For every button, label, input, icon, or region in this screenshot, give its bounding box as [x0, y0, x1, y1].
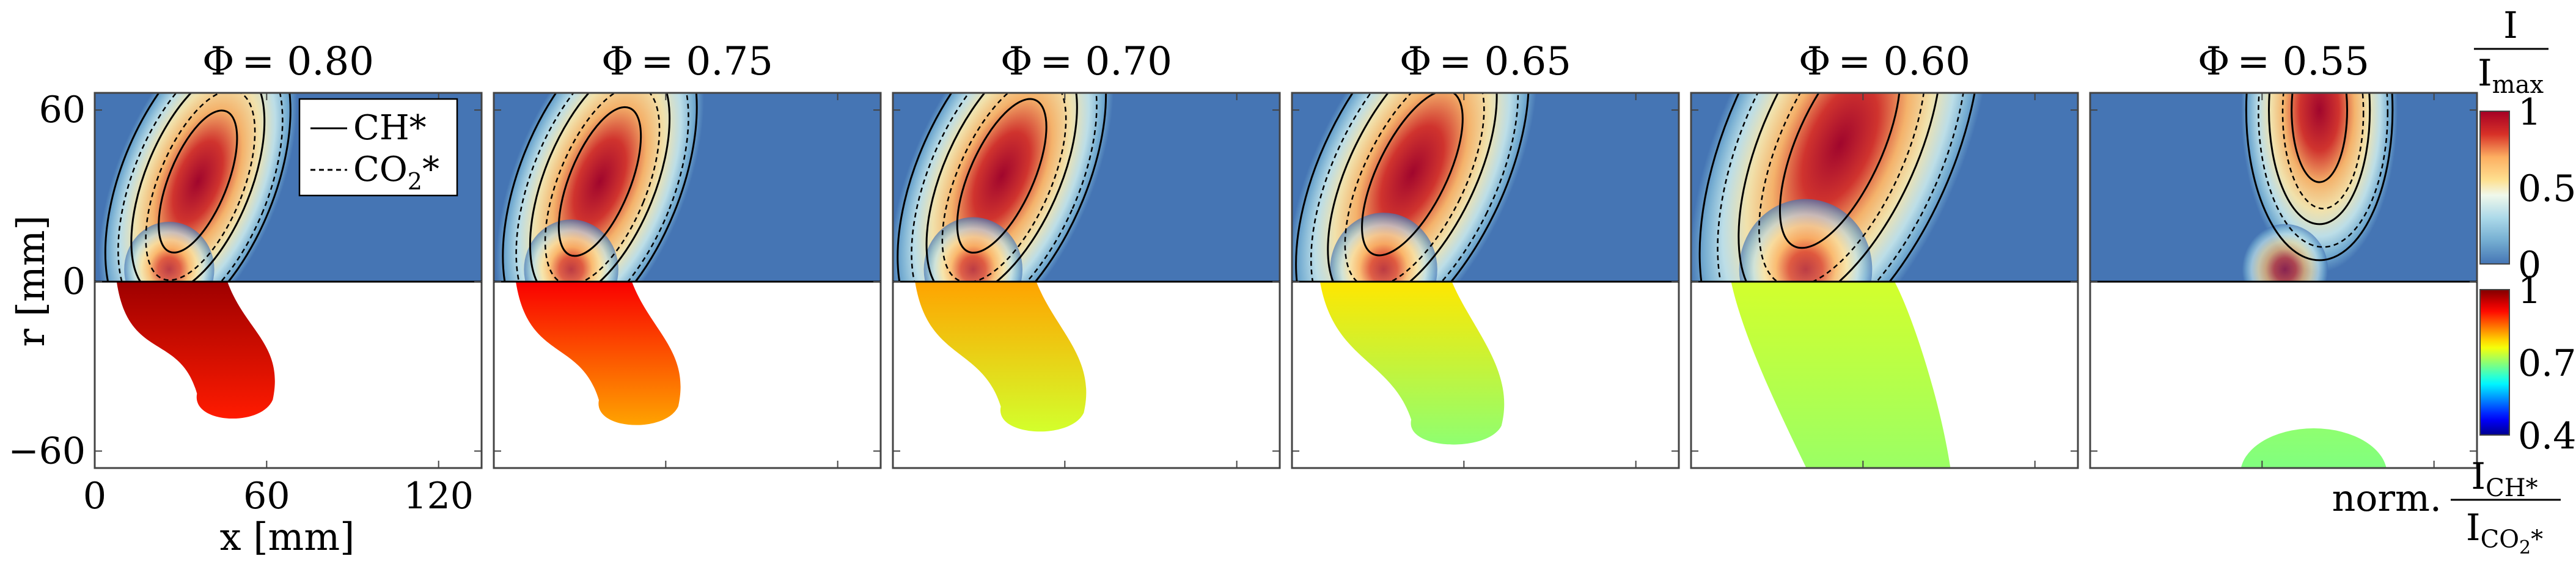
- ch-contour-3: [956, 98, 1048, 254]
- ch-contour-2: [1327, 93, 1498, 282]
- intensity-colorbar-tick: 0: [2518, 244, 2541, 287]
- ch-contour-1: [1698, 93, 1982, 282]
- ch-contour-2: [1738, 93, 1943, 282]
- ratio-blob: [116, 282, 275, 419]
- co2-contour-1: [515, 93, 689, 282]
- panel-frame: [892, 92, 1281, 469]
- ratio-field: [1319, 282, 1505, 445]
- co2-contour-2: [2281, 93, 2365, 210]
- ch-contour-1: [2245, 93, 2394, 262]
- panel-5: Φ = 0.60: [1690, 39, 2079, 469]
- panel-1: Φ = 0.80: [94, 39, 483, 469]
- intensity-blob-base: [923, 217, 1022, 282]
- ch-contour-3: [1361, 93, 1464, 257]
- y-tick-label: 60: [39, 89, 86, 131]
- co2-contour-2: [544, 93, 661, 282]
- intensity-blob-base: [1330, 213, 1437, 282]
- ratio-field: [1731, 282, 1951, 468]
- ch-contour-3: [1778, 93, 1901, 249]
- ch-contour-1: [502, 93, 698, 282]
- intensity-blob-base: [2242, 224, 2328, 282]
- legend-label-co2: CO2*: [353, 150, 439, 195]
- x-tick-label: 0: [83, 475, 106, 518]
- x-tick-label: 60: [243, 475, 290, 518]
- co2-contour-1: [117, 93, 284, 282]
- intensity-blob-base: [1739, 199, 1873, 282]
- ch-contour-1: [104, 93, 292, 282]
- ratio-colorbar-tick: 1: [2518, 269, 2541, 312]
- panel-title: Φ = 0.65: [1400, 39, 1571, 84]
- intensity-blob-base: [524, 219, 618, 282]
- ratio-field: [516, 282, 681, 425]
- ratio-colorbar-tick: 0.4: [2518, 415, 2576, 458]
- ratio-field: [2240, 428, 2387, 468]
- panel-3: Φ = 0.70: [892, 39, 1281, 469]
- ratio-colorbar-label-num: ICH*: [2471, 455, 2537, 502]
- ch-contour-2: [2268, 93, 2371, 225]
- ratio-blob: [516, 282, 681, 425]
- intensity-field: [2241, 93, 2398, 282]
- co2-contour-1: [911, 93, 1098, 282]
- panel-4: Φ = 0.65: [1291, 39, 1680, 469]
- ch-contour-3: [2291, 93, 2349, 183]
- legend-label-ch: CH*: [353, 108, 427, 148]
- intensity-colorbar-tick: 1: [2518, 91, 2541, 134]
- y-tick-label: −60: [8, 430, 86, 472]
- co2-contour-2: [145, 93, 256, 281]
- ch-contour-3: [557, 106, 642, 257]
- panel-title: Φ = 0.70: [1000, 39, 1172, 84]
- x-tick-label: 120: [403, 475, 474, 518]
- panel-frame: [493, 92, 882, 469]
- ratio-blob: [2240, 428, 2387, 468]
- ch-contour-1: [1295, 93, 1530, 282]
- ratio-colorbar-label-den: ICO2*: [2466, 507, 2543, 558]
- co2-contour-2: [941, 93, 1067, 282]
- panel-frame: [1690, 92, 2079, 469]
- ratio-colorbar-label-prefix: norm.: [2332, 477, 2442, 520]
- ch-contour-2: [925, 93, 1078, 282]
- co2-contour-1: [1310, 93, 1519, 282]
- ratio-blob: [1319, 282, 1505, 445]
- intensity-field: [1292, 93, 1538, 282]
- panel-2: Φ = 0.75: [493, 39, 882, 469]
- legend-box: [298, 98, 458, 197]
- panel-frame: [94, 92, 483, 469]
- panel-title: Φ = 0.60: [1799, 39, 1970, 84]
- intensity-colorbar: [2479, 111, 2510, 265]
- co2-contour-1: [1717, 93, 1969, 282]
- intensity-field: [893, 93, 1114, 282]
- ch-contour-2: [130, 93, 266, 282]
- ratio-colorbar: [2479, 289, 2510, 436]
- panel-title: Φ = 0.80: [202, 39, 374, 84]
- panel-frame: [1291, 92, 1680, 469]
- ratio-field: [915, 282, 1087, 432]
- panel-frame: [2089, 92, 2478, 469]
- ch-contour-3: [158, 109, 238, 254]
- panels: Φ = 0.80 Φ = 0.75 Φ = 0.70 Φ = 0.65 Φ = 0.60 Φ = 0.…: [94, 39, 2478, 469]
- panel-title: Φ = 0.55: [2198, 39, 2369, 84]
- co2-contour-2: [1344, 93, 1485, 282]
- panel-title: Φ = 0.75: [601, 39, 773, 84]
- intensity-field: [496, 93, 704, 282]
- intensity-field: [1691, 93, 1991, 282]
- y-tick-label: 0: [62, 260, 86, 303]
- ratio-blob: [915, 282, 1087, 432]
- x-axis-label: x [mm]: [220, 514, 355, 559]
- ratio-colorbar-tick: 0.7: [2518, 342, 2576, 385]
- intensity-colorbar-label-num: I: [2503, 4, 2518, 47]
- legend: CH*CO2*: [298, 98, 458, 197]
- panel-6: Φ = 0.55: [2089, 39, 2478, 469]
- ratio-blob: [1731, 282, 1951, 468]
- ratio-field: [116, 282, 275, 419]
- y-axis-label: r [mm]: [9, 215, 53, 346]
- intensity-field: [98, 93, 298, 282]
- intensity-colorbar-label-den: Imax: [2478, 52, 2544, 99]
- intensity-colorbar-tick: 0.5: [2518, 167, 2576, 210]
- co2-contour-1: [2258, 93, 2389, 248]
- ch-contour-1: [897, 93, 1107, 282]
- ch-contour-2: [529, 93, 671, 282]
